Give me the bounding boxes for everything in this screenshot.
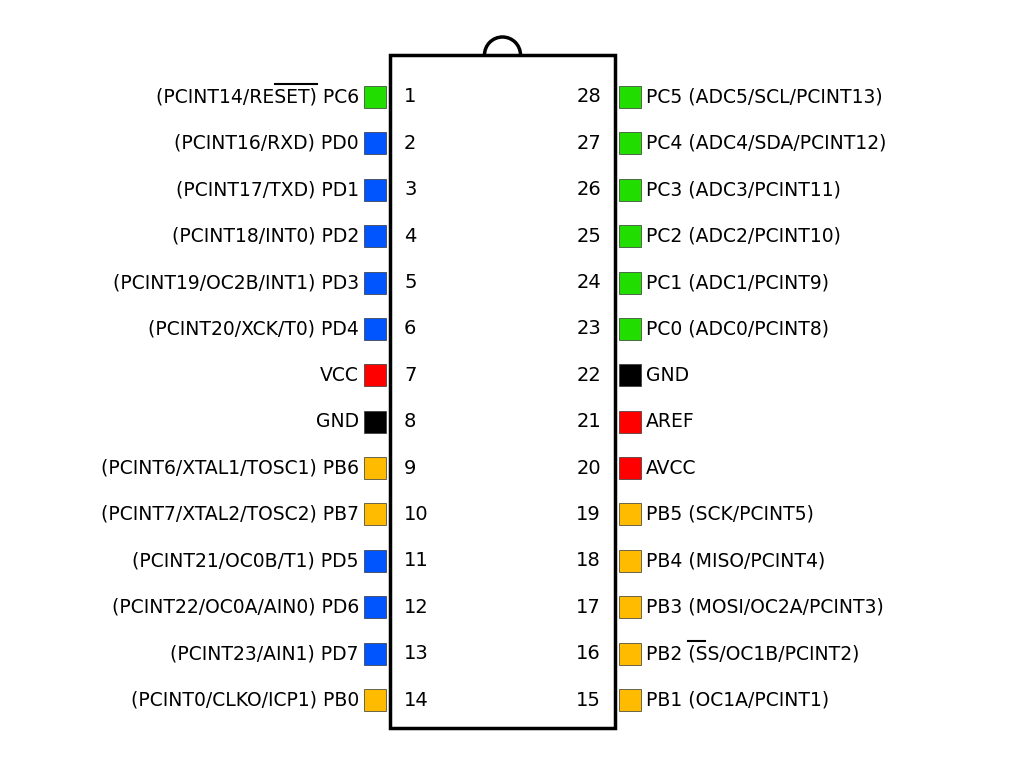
Text: 12: 12 [404, 598, 429, 617]
Bar [618, 596, 641, 618]
Bar [364, 364, 386, 386]
Text: (PCINT6/XTAL1/TOSC1) PB6: (PCINT6/XTAL1/TOSC1) PB6 [101, 458, 359, 478]
Bar [364, 643, 386, 664]
Text: 19: 19 [577, 505, 601, 524]
Text: 28: 28 [577, 88, 601, 107]
Bar [618, 179, 641, 200]
Text: 18: 18 [577, 551, 601, 571]
Text: PB2 (SS/OC1B/PCINT2): PB2 (SS/OC1B/PCINT2) [646, 644, 859, 663]
Text: PC3 (ADC3/PCINT11): PC3 (ADC3/PCINT11) [646, 180, 841, 199]
Text: 6: 6 [404, 319, 417, 339]
Text: PC1 (ADC1/PCINT9): PC1 (ADC1/PCINT9) [646, 273, 829, 292]
Text: PC2 (ADC2/PCINT10): PC2 (ADC2/PCINT10) [646, 227, 841, 246]
Bar [364, 318, 386, 340]
Text: 13: 13 [404, 644, 429, 663]
Text: 15: 15 [577, 690, 601, 710]
Bar [618, 132, 641, 154]
Text: 4: 4 [404, 227, 417, 246]
Text: 3: 3 [404, 180, 417, 199]
Text: VCC: VCC [321, 366, 359, 385]
Text: GND: GND [646, 366, 689, 385]
Text: (PCINT0/CLKO/ICP1) PB0: (PCINT0/CLKO/ICP1) PB0 [131, 690, 359, 710]
Bar [618, 411, 641, 432]
Bar [364, 457, 386, 479]
Bar [618, 364, 641, 386]
Bar [364, 596, 386, 618]
Text: 5: 5 [404, 273, 417, 292]
Bar [618, 457, 641, 479]
Bar [364, 86, 386, 108]
Text: (PCINT22/OC0A/AIN0) PD6: (PCINT22/OC0A/AIN0) PD6 [112, 598, 359, 617]
Text: PC0 (ADC0/PCINT8): PC0 (ADC0/PCINT8) [646, 319, 829, 339]
Bar [618, 86, 641, 108]
Bar [364, 179, 386, 200]
Bar [364, 272, 386, 293]
Bar [364, 550, 386, 572]
Text: (PCINT19/OC2B/INT1) PD3: (PCINT19/OC2B/INT1) PD3 [113, 273, 359, 292]
Bar [618, 689, 641, 711]
Text: (PCINT16/RXD) PD0: (PCINT16/RXD) PD0 [174, 134, 359, 153]
Text: (PCINT21/OC0B/T1) PD5: (PCINT21/OC0B/T1) PD5 [132, 551, 359, 571]
Text: GND: GND [315, 412, 359, 431]
Bar [618, 225, 641, 247]
Text: PB3 (MOSI/OC2A/PCINT3): PB3 (MOSI/OC2A/PCINT3) [646, 598, 884, 617]
Text: 25: 25 [577, 227, 601, 246]
Text: 7: 7 [404, 366, 417, 385]
Text: 22: 22 [577, 366, 601, 385]
Text: 11: 11 [404, 551, 429, 571]
Text: (PCINT20/XCK/T0) PD4: (PCINT20/XCK/T0) PD4 [148, 319, 359, 339]
Text: PB4 (MISO/PCINT4): PB4 (MISO/PCINT4) [646, 551, 825, 571]
Bar [618, 272, 641, 293]
Text: PC4 (ADC4/SDA/PCINT12): PC4 (ADC4/SDA/PCINT12) [646, 134, 887, 153]
Bar [364, 504, 386, 525]
Bar [364, 132, 386, 154]
Bar [618, 550, 641, 572]
Text: 23: 23 [577, 319, 601, 339]
Bar [390, 55, 615, 728]
Bar [618, 318, 641, 340]
Bar [364, 411, 386, 432]
Text: AVCC: AVCC [646, 458, 696, 478]
Text: AREF: AREF [646, 412, 694, 431]
Text: 14: 14 [404, 690, 429, 710]
Text: 2: 2 [404, 134, 417, 153]
Text: 26: 26 [577, 180, 601, 199]
Bar [618, 643, 641, 664]
Text: 27: 27 [577, 134, 601, 153]
Text: 9: 9 [404, 458, 417, 478]
Bar [364, 689, 386, 711]
Text: 21: 21 [577, 412, 601, 431]
Bar [364, 225, 386, 247]
Text: 17: 17 [577, 598, 601, 617]
Text: (PCINT17/TXD) PD1: (PCINT17/TXD) PD1 [176, 180, 359, 199]
Text: PC5 (ADC5/SCL/PCINT13): PC5 (ADC5/SCL/PCINT13) [646, 88, 883, 107]
Text: 10: 10 [404, 505, 429, 524]
Text: (PCINT14/RESET) PC6: (PCINT14/RESET) PC6 [156, 88, 359, 107]
Text: (PCINT7/XTAL2/TOSC2) PB7: (PCINT7/XTAL2/TOSC2) PB7 [101, 505, 359, 524]
Text: PB1 (OC1A/PCINT1): PB1 (OC1A/PCINT1) [646, 690, 829, 710]
Text: 1: 1 [404, 88, 417, 107]
Text: 20: 20 [577, 458, 601, 478]
Text: (PCINT18/INT0) PD2: (PCINT18/INT0) PD2 [172, 227, 359, 246]
Text: 8: 8 [404, 412, 417, 431]
Text: 16: 16 [577, 644, 601, 663]
Text: PB5 (SCK/PCINT5): PB5 (SCK/PCINT5) [646, 505, 814, 524]
Bar [618, 504, 641, 525]
Text: (PCINT23/AIN1) PD7: (PCINT23/AIN1) PD7 [171, 644, 359, 663]
Text: 24: 24 [577, 273, 601, 292]
